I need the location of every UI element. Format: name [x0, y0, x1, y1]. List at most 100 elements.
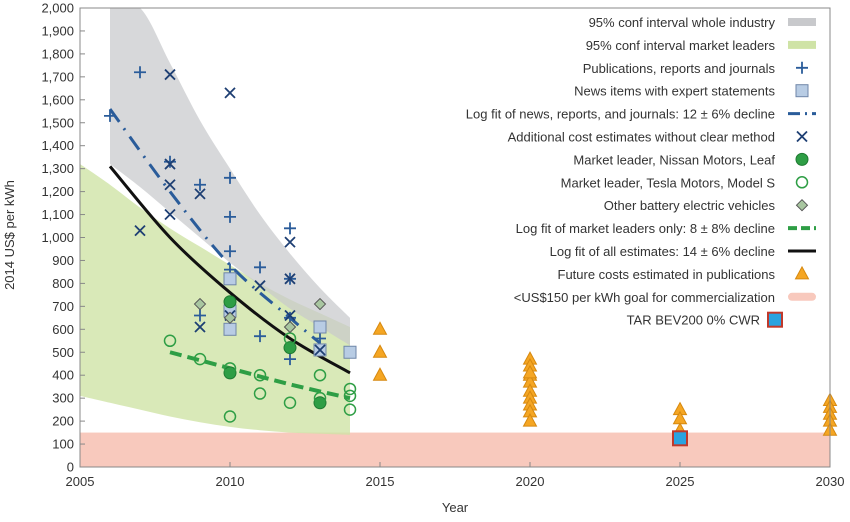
- y-tick-label: 800: [52, 276, 74, 291]
- y-tick-label: 400: [52, 368, 74, 383]
- point-open-circle: [313, 391, 327, 405]
- point-open-circle: [343, 403, 357, 416]
- legend-marker-plus: [796, 61, 808, 74]
- x-axis-title: Year: [442, 500, 469, 515]
- x-tick-label: 2030: [816, 474, 845, 489]
- point-x: [164, 179, 176, 191]
- point-open-circle: [163, 334, 177, 348]
- y-tick-label: 900: [52, 253, 74, 268]
- point-x: [164, 208, 176, 221]
- legend-marker-square: [795, 84, 809, 98]
- legend-swatch-industry: [788, 18, 816, 26]
- legend-label: Other battery electric vehicles: [604, 198, 776, 213]
- legend-item: Publications, reports and journals: [583, 61, 808, 76]
- point-plus: [134, 66, 146, 79]
- point-plus: [284, 222, 296, 235]
- y-tick-label: 1,500: [41, 115, 74, 130]
- legend-label: Log fit of news, reports, and journals: …: [466, 107, 775, 122]
- point-plus: [194, 309, 206, 322]
- point-plus: [164, 155, 176, 168]
- y-tick-label: 200: [52, 414, 74, 429]
- point-triangle: [522, 364, 538, 379]
- legend-item: Log fit of news, reports, and journals: …: [466, 107, 816, 122]
- legend-label: 95% conf interval whole industry: [589, 15, 776, 30]
- point-plus: [224, 245, 236, 258]
- point-x: [284, 309, 296, 322]
- point-x: [314, 344, 326, 356]
- point-filled-circle: [223, 366, 237, 380]
- fit-line-solid: [108, 165, 351, 375]
- legend-label: Log fit of all estimates: 14 ± 6% declin…: [550, 244, 775, 259]
- legend: 95% conf interval whole industry 95% conf…: [466, 15, 816, 328]
- point-triangle: [522, 413, 538, 427]
- point-diamond: [223, 311, 237, 325]
- point-square: [223, 272, 237, 286]
- point-open-circle: [283, 396, 297, 409]
- point-diamond: [283, 320, 297, 334]
- point-plus: [104, 109, 116, 122]
- legend-swatch-goal: [788, 292, 816, 301]
- legend-label: Additional cost estimates without clear …: [508, 130, 775, 145]
- point-diamond: [313, 297, 327, 311]
- point-square: [313, 320, 327, 334]
- y-tick-label: 700: [52, 299, 74, 314]
- point-triangle: [372, 367, 388, 381]
- legend-marker-filled-circle: [795, 152, 809, 166]
- legend-label: 95% conf interval market leaders: [586, 38, 776, 53]
- x-tick-label: 2025: [666, 474, 695, 489]
- point-x: [194, 321, 206, 333]
- point-open-circle: [223, 410, 237, 423]
- y-tick-label: 1,000: [41, 230, 74, 245]
- legend-swatch-leaders: [788, 40, 816, 49]
- point-plus: [284, 353, 296, 366]
- band-market-leaders: [80, 164, 350, 435]
- legend-marker-diamond: [795, 198, 809, 212]
- point-x: [134, 224, 146, 237]
- legend-item: Other battery electric vehicles: [604, 198, 809, 213]
- legend-item: <US$150 per kWh goal for commercializati…: [514, 290, 816, 305]
- y-tick-label: 1,100: [41, 207, 74, 222]
- point-plus: [224, 171, 236, 184]
- y-tick-label: 2,000: [41, 1, 74, 16]
- legend-label: Market leader, Nissan Motors, Leaf: [573, 152, 775, 167]
- point-open-circle: [253, 387, 267, 400]
- point-triangle: [372, 321, 388, 335]
- point-plus: [194, 178, 206, 191]
- legend-item: Future costs estimated in publications: [558, 265, 810, 282]
- point-plus: [254, 261, 266, 274]
- x-tick-label: 2005: [66, 474, 95, 489]
- y-tick-label: 0: [67, 460, 74, 475]
- legend-marker-tar: [767, 311, 783, 328]
- legend-label: Publications, reports and journals: [583, 61, 776, 76]
- y-tick-label: 1,900: [41, 23, 74, 38]
- point-x: [284, 236, 296, 248]
- point-open-circle: [343, 389, 357, 403]
- legend-marker-open-circle: [795, 176, 809, 189]
- legend-item: 95% conf interval whole industry: [589, 15, 816, 30]
- legend-item: Market leader, Tesla Motors, Model S: [561, 175, 809, 190]
- legend-label: News items with expert statements: [574, 84, 775, 99]
- legend-label: <US$150 per kWh goal for commercializati…: [514, 290, 775, 305]
- point-diamond: [193, 297, 207, 311]
- point-open-circle: [193, 352, 207, 366]
- x-tick-label: 2015: [366, 474, 395, 489]
- x-tick-label: 2010: [216, 474, 245, 489]
- y-tick-label: 600: [52, 322, 74, 337]
- point-open-circle: [253, 368, 267, 382]
- point-x: [164, 158, 176, 170]
- legend-item: Additional cost estimates without clear …: [508, 130, 808, 145]
- point-open-circle: [343, 382, 357, 396]
- axes-layer: 0 100 200 300 400 500 600 700 800 900 1,000 1,100 1,…: [41, 1, 844, 490]
- point-plus: [254, 330, 266, 343]
- point-tar-square: [672, 430, 688, 447]
- point-open-circle: [223, 362, 237, 375]
- point-square: [343, 345, 357, 359]
- y-tick-label: 1,300: [41, 161, 74, 176]
- legend-label: Log fit of market leaders only: 8 ± 8% d…: [516, 221, 775, 236]
- fit-line-dash-dot: [108, 108, 321, 345]
- point-x: [254, 280, 266, 292]
- y-tick-label: 300: [52, 391, 74, 406]
- legend-marker-triangle: [794, 265, 810, 280]
- legend-item: 95% conf interval market leaders: [586, 38, 816, 53]
